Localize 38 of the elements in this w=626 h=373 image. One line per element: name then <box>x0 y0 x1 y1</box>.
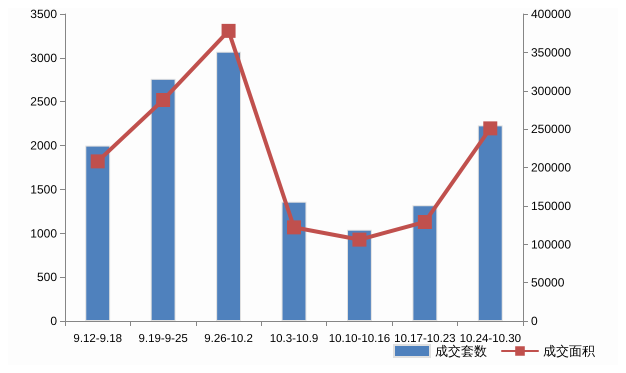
x-tick-label: 10.3-10.9 <box>270 333 318 345</box>
y2-tick-label: 100000 <box>531 237 572 252</box>
bar <box>216 52 242 321</box>
x-tick-label: 9.26-10.2 <box>204 333 253 345</box>
bar <box>150 78 176 321</box>
point <box>352 232 366 247</box>
bar <box>412 205 438 321</box>
point <box>287 220 301 234</box>
y2-tick-label: 400000 <box>531 7 572 21</box>
point <box>483 121 498 136</box>
x-tick-label: 10.17-10.23 <box>394 333 456 345</box>
y-tick-label: 2500 <box>30 94 58 109</box>
y2-tick-label: 150000 <box>531 198 572 213</box>
y2-tick-label: 250000 <box>531 122 572 136</box>
x-tick-label: 9.12-9.18 <box>73 333 122 345</box>
y2-tick-label: 350000 <box>531 45 572 60</box>
y2-tick-label: 300000 <box>531 84 572 98</box>
y-tick-label: 1500 <box>30 182 58 196</box>
bar <box>478 125 503 321</box>
y-tick-label: 3000 <box>30 50 58 65</box>
bar <box>85 146 110 321</box>
y-tick-label: 0 <box>50 314 58 328</box>
y2-tick-label: 200000 <box>531 160 572 174</box>
y2-tick-label: 50000 <box>531 276 565 290</box>
y-tick-label: 500 <box>36 270 58 284</box>
y-tick-label: 2000 <box>30 138 58 153</box>
legend-label: 成交面积 <box>543 344 595 358</box>
y-tick-label: 3500 <box>30 7 58 21</box>
point <box>418 214 432 229</box>
x-tick-label: 9.19-9-25 <box>138 333 188 345</box>
point <box>222 24 236 38</box>
y2-tick-label: 0 <box>531 314 538 328</box>
point <box>156 92 170 107</box>
x-tick-label: 10.10-10.16 <box>328 333 390 345</box>
y-tick-label: 1000 <box>30 226 58 240</box>
point <box>90 154 105 168</box>
legend-label: 成交套数 <box>435 344 487 358</box>
x-tick-label: 10.24-10.30 <box>460 333 521 345</box>
